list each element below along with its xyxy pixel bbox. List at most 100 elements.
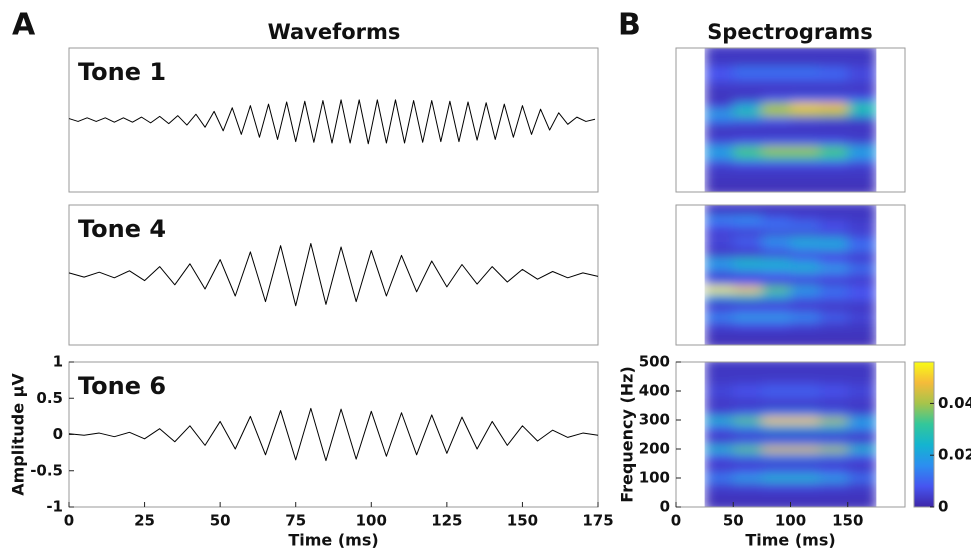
spectrogram-cell xyxy=(847,208,877,216)
spectrogram-cell xyxy=(761,159,791,168)
spectrogram-cell xyxy=(761,94,791,103)
spectrogram-cell xyxy=(733,152,763,161)
spectrogram-cell xyxy=(847,278,877,286)
spectrogram-cell xyxy=(819,94,849,103)
spectrogram-cell xyxy=(847,341,877,345)
spectrogram-cell xyxy=(819,48,849,53)
spectrogram-cell xyxy=(819,438,849,446)
spectrogram xyxy=(704,48,877,192)
spectrogram-cell xyxy=(733,236,763,244)
spectrogram-cell xyxy=(847,205,877,209)
spectrogram-cell xyxy=(761,423,791,432)
plot-frame xyxy=(68,204,599,346)
x-tick-label: 50 xyxy=(723,512,744,530)
spectrogram-cell xyxy=(847,387,877,396)
spectrogram-cell xyxy=(704,409,734,417)
y-tick-label: 100 xyxy=(639,469,670,487)
spectrogram-cells xyxy=(704,205,877,345)
spectrogram-cell xyxy=(704,438,734,446)
spectrogram-cell xyxy=(790,181,820,189)
spectrogram-cell xyxy=(733,474,763,483)
spectrogram-cell xyxy=(761,278,791,286)
spectrogram-cell xyxy=(733,372,763,381)
spectrogram-cell xyxy=(704,387,734,396)
spectrogram-cell xyxy=(847,394,877,403)
spectrogram-cell xyxy=(761,416,791,425)
column-title: Waveforms xyxy=(268,20,401,44)
spectrogram-cell xyxy=(761,299,791,307)
spectrogram-cell xyxy=(704,109,734,117)
spectrogram-cell xyxy=(819,313,849,321)
spectrogram-cell xyxy=(847,58,877,67)
spectrogram-cell xyxy=(847,327,877,335)
spectrogram-cell xyxy=(761,222,791,230)
spectrogram-cell xyxy=(819,285,849,293)
spectrogram-cell xyxy=(704,313,734,321)
spectrogram-cell xyxy=(704,236,734,244)
spectrogram-cell xyxy=(819,467,849,475)
y-tick-label: 1 xyxy=(53,353,63,371)
spectrogram-cell xyxy=(733,445,763,454)
spectrogram-cell xyxy=(790,445,820,454)
spectrogram-cell xyxy=(704,380,734,388)
spectrogram-cell xyxy=(819,264,849,272)
spectrogram-cell xyxy=(819,138,849,146)
spectrogram-cell xyxy=(790,430,820,439)
spectrogram-cell xyxy=(704,459,734,468)
tone-label: Tone 1 xyxy=(78,58,166,86)
spectrogram-cell xyxy=(733,365,763,374)
spectrogram-cell xyxy=(847,452,877,461)
spectrogram-cell xyxy=(790,51,820,60)
spectrogram-cell xyxy=(819,51,849,60)
spectrogram-cell xyxy=(790,459,820,468)
spectrogram-cell xyxy=(761,387,791,396)
spectrogram-cell xyxy=(761,215,791,223)
spectrogram-cell xyxy=(847,102,877,110)
spectrogram-cell xyxy=(847,174,877,182)
x-tick-label: 150 xyxy=(832,512,863,530)
spectrogram-cell xyxy=(790,341,820,345)
spectrogram-cell xyxy=(761,341,791,345)
spectrogram-cell xyxy=(761,445,791,454)
spectrogram-cell xyxy=(761,438,791,446)
spectrogram-cell xyxy=(704,58,734,67)
spectrogram-cell xyxy=(704,229,734,237)
y-tick-label: 400 xyxy=(639,382,670,400)
spectrogram-cell xyxy=(847,445,877,454)
spectrogram-cell xyxy=(761,313,791,321)
spectrogram-cell xyxy=(704,102,734,110)
spectrogram-cell xyxy=(819,423,849,432)
spectrogram-cell xyxy=(761,116,791,125)
spectrogram-cell xyxy=(761,372,791,381)
spectrogram-cell xyxy=(733,222,763,230)
spectrogram-cell xyxy=(733,229,763,237)
spectrogram-cell xyxy=(819,380,849,388)
spectrogram-cell xyxy=(819,445,849,454)
spectrogram-cell xyxy=(733,380,763,388)
spectrogram-cell xyxy=(847,250,877,258)
spectrogram-cell xyxy=(704,299,734,307)
spectrogram-cell xyxy=(819,250,849,258)
spectrogram-cell xyxy=(819,334,849,342)
spectrogram-cell xyxy=(704,503,734,507)
x-tick-label: 75 xyxy=(285,512,306,530)
tone-label: Tone 4 xyxy=(78,215,166,243)
spectrogram-cell xyxy=(847,372,877,381)
spectrogram-cell xyxy=(733,341,763,345)
spectrogram-cell xyxy=(733,66,763,74)
spectrogram-cell xyxy=(761,362,791,367)
spectrogram-cell xyxy=(704,51,734,60)
spectrogram-cell xyxy=(733,208,763,216)
spectrogram-cell xyxy=(704,306,734,314)
spectrogram-cell xyxy=(761,365,791,374)
spectrogram-cell xyxy=(733,138,763,146)
x-tick-label: 0 xyxy=(671,512,681,530)
spectrogram-cell xyxy=(790,123,820,132)
spectrogram-cell xyxy=(847,271,877,279)
spectrogram-cell xyxy=(790,102,820,110)
spectrogram-cell xyxy=(819,236,849,244)
spectrogram-cell xyxy=(847,306,877,314)
spectrogram-cell xyxy=(704,166,734,175)
spectrogram-cell xyxy=(733,481,763,490)
spectrogram-cell xyxy=(704,474,734,483)
